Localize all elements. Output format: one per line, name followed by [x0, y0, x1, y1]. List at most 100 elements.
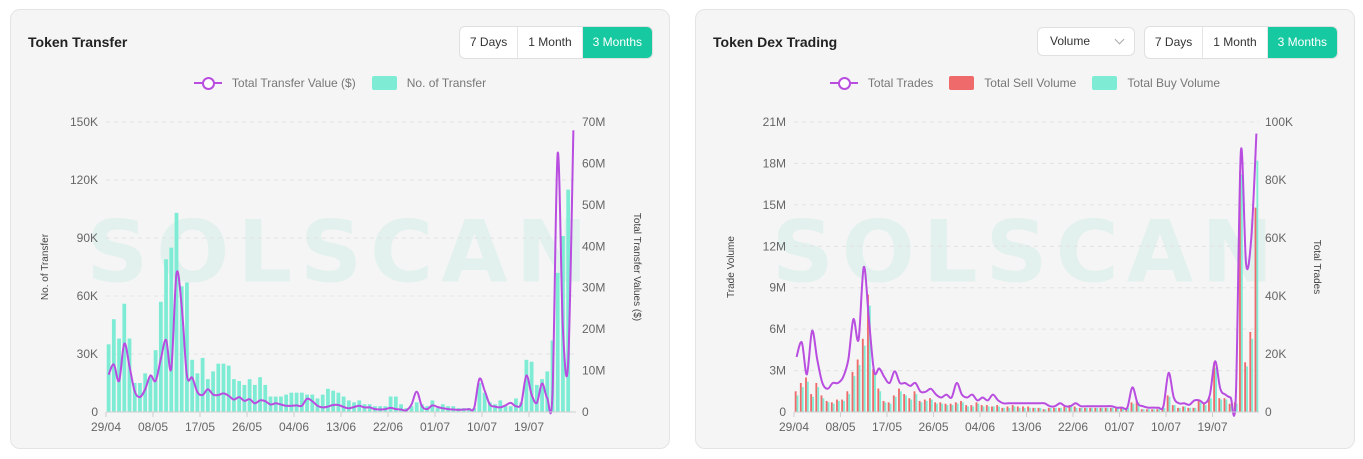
- bar-total-sell-volume[interactable]: [908, 398, 911, 412]
- bar-total-buy-volume[interactable]: [1075, 407, 1078, 412]
- bar-total-buy-volume[interactable]: [1003, 407, 1006, 412]
- bar-no-of-transfer[interactable]: [164, 259, 168, 412]
- bar-total-sell-volume[interactable]: [1161, 407, 1164, 412]
- bar-total-sell-volume[interactable]: [1208, 396, 1210, 412]
- bar-total-sell-volume[interactable]: [872, 369, 875, 412]
- bar-no-of-transfer[interactable]: [117, 338, 121, 412]
- bar-total-buy-volume[interactable]: [1225, 399, 1228, 412]
- bar-total-sell-volume[interactable]: [898, 388, 900, 412]
- bar-no-of-transfer[interactable]: [519, 402, 524, 412]
- bar-total-sell-volume[interactable]: [799, 383, 802, 412]
- bar-total-buy-volume[interactable]: [1220, 399, 1223, 412]
- bar-total-buy-volume[interactable]: [843, 400, 845, 412]
- bar-total-sell-volume[interactable]: [882, 400, 885, 412]
- bar-total-sell-volume[interactable]: [1032, 407, 1035, 412]
- bar-no-of-transfer[interactable]: [143, 373, 148, 412]
- bar-total-buy-volume[interactable]: [972, 406, 975, 412]
- bar-total-sell-volume[interactable]: [985, 405, 988, 412]
- bar-total-sell-volume[interactable]: [851, 371, 854, 412]
- bar-total-buy-volume[interactable]: [822, 398, 825, 412]
- bar-total-buy-volume[interactable]: [899, 391, 902, 412]
- bar-total-buy-volume[interactable]: [884, 402, 887, 412]
- bar-total-buy-volume[interactable]: [1008, 407, 1011, 412]
- bar-total-buy-volume[interactable]: [1085, 407, 1088, 412]
- bar-no-of-transfer[interactable]: [299, 392, 304, 412]
- bar-total-buy-volume[interactable]: [848, 394, 851, 412]
- bar-total-buy-volume[interactable]: [925, 400, 928, 412]
- bar-total-buy-volume[interactable]: [920, 402, 923, 412]
- bar-no-of-transfer[interactable]: [169, 247, 174, 412]
- bar-no-of-transfer[interactable]: [420, 404, 424, 412]
- bar-no-of-transfer[interactable]: [346, 400, 351, 412]
- bar-total-buy-volume[interactable]: [1204, 405, 1207, 412]
- bar-total-buy-volume[interactable]: [936, 403, 938, 412]
- bar-no-of-transfer[interactable]: [341, 396, 346, 412]
- bar-total-sell-volume[interactable]: [1042, 409, 1045, 412]
- bar-no-of-transfer[interactable]: [242, 384, 247, 412]
- bar-no-of-transfer[interactable]: [393, 396, 398, 412]
- bar-total-sell-volume[interactable]: [903, 394, 906, 412]
- bar-total-buy-volume[interactable]: [961, 402, 964, 412]
- bar-total-sell-volume[interactable]: [805, 377, 807, 412]
- bar-total-sell-volume[interactable]: [980, 405, 983, 412]
- bar-total-sell-volume[interactable]: [1223, 398, 1226, 412]
- bar-no-of-transfer[interactable]: [545, 371, 550, 412]
- bar-total-sell-volume[interactable]: [1218, 398, 1221, 412]
- bar-total-sell-volume[interactable]: [1078, 407, 1081, 412]
- bar-no-of-transfer[interactable]: [320, 394, 325, 412]
- bar-total-sell-volume[interactable]: [1058, 407, 1061, 412]
- bar-total-buy-volume[interactable]: [1029, 407, 1031, 412]
- bar-no-of-transfer[interactable]: [534, 384, 539, 412]
- bar-no-of-transfer[interactable]: [331, 390, 336, 412]
- bar-no-of-transfer[interactable]: [247, 379, 252, 412]
- bar-total-sell-volume[interactable]: [887, 402, 890, 412]
- bar-no-of-transfer[interactable]: [555, 272, 560, 412]
- bar-no-of-transfer[interactable]: [258, 377, 262, 412]
- bar-total-buy-volume[interactable]: [1091, 407, 1093, 412]
- bar-total-buy-volume[interactable]: [941, 403, 944, 412]
- bar-total-buy-volume[interactable]: [946, 405, 949, 412]
- bar-total-sell-volume[interactable]: [939, 402, 942, 412]
- bar-total-sell-volume[interactable]: [970, 405, 973, 412]
- bar-total-buy-volume[interactable]: [1060, 407, 1062, 412]
- bar-total-buy-volume[interactable]: [1158, 409, 1161, 412]
- bar-total-buy-volume[interactable]: [1235, 403, 1238, 412]
- bar-total-buy-volume[interactable]: [1132, 403, 1135, 412]
- bar-total-sell-volume[interactable]: [1037, 407, 1040, 412]
- range-7-days-button[interactable]: 7 Days: [1145, 27, 1204, 58]
- bar-total-buy-volume[interactable]: [806, 381, 809, 412]
- bar-no-of-transfer[interactable]: [226, 365, 231, 412]
- bar-total-buy-volume[interactable]: [1230, 405, 1233, 412]
- bar-no-of-transfer[interactable]: [487, 402, 492, 412]
- range-3-months-button[interactable]: 3 Months: [1267, 27, 1337, 58]
- bar-no-of-transfer[interactable]: [252, 384, 257, 412]
- bar-no-of-transfer[interactable]: [185, 282, 189, 412]
- range-7-days-button[interactable]: 7 Days: [460, 27, 519, 58]
- legend-item-transfer-value[interactable]: Total Transfer Value ($): [193, 76, 356, 90]
- bar-total-buy-volume[interactable]: [1122, 407, 1124, 412]
- bar-total-buy-volume[interactable]: [1153, 409, 1155, 412]
- bar-no-of-transfer[interactable]: [388, 396, 393, 412]
- bar-no-of-transfer[interactable]: [148, 377, 153, 412]
- bar-total-sell-volume[interactable]: [841, 399, 844, 412]
- bar-total-sell-volume[interactable]: [975, 402, 978, 412]
- bar-total-buy-volume[interactable]: [910, 399, 913, 412]
- bar-no-of-transfer[interactable]: [503, 406, 508, 412]
- bar-no-of-transfer[interactable]: [414, 402, 419, 412]
- bar-total-buy-volume[interactable]: [982, 406, 985, 412]
- bar-no-of-transfer[interactable]: [498, 400, 503, 412]
- bar-total-buy-volume[interactable]: [837, 400, 840, 412]
- bar-total-sell-volume[interactable]: [949, 403, 952, 412]
- bar-total-sell-volume[interactable]: [1177, 407, 1179, 412]
- bar-total-buy-volume[interactable]: [1173, 405, 1176, 412]
- bar-total-buy-volume[interactable]: [1147, 409, 1150, 412]
- bar-total-sell-volume[interactable]: [1187, 407, 1190, 412]
- bar-total-buy-volume[interactable]: [1240, 174, 1243, 412]
- bar-total-sell-volume[interactable]: [991, 406, 993, 412]
- bar-total-buy-volume[interactable]: [1049, 407, 1052, 412]
- bar-total-sell-volume[interactable]: [1016, 406, 1019, 412]
- bar-no-of-transfer[interactable]: [221, 363, 226, 412]
- bar-no-of-transfer[interactable]: [211, 371, 215, 412]
- bar-no-of-transfer[interactable]: [232, 379, 236, 412]
- bar-no-of-transfer[interactable]: [263, 384, 268, 412]
